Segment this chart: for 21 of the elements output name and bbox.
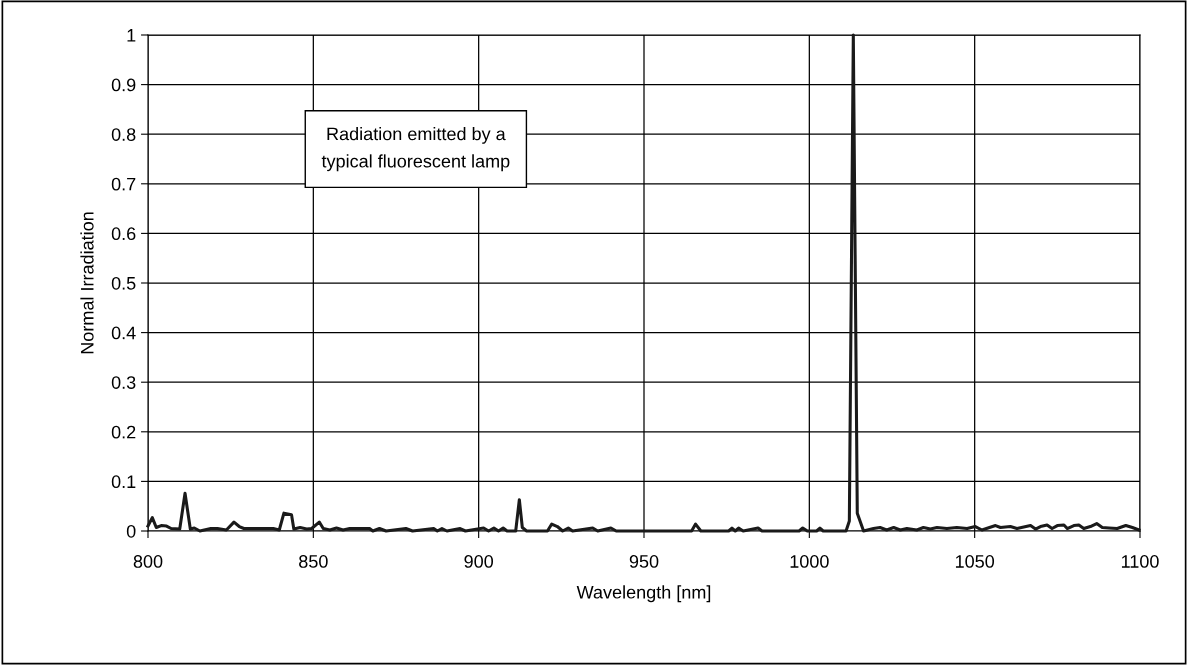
y-tick-label: 0.5 (111, 276, 136, 290)
x-tick-label: 800 (133, 555, 163, 568)
y-axis-title: Normal Irradiation (80, 212, 94, 354)
y-tick-label: 0.8 (111, 128, 136, 141)
x-tick-label: 850 (299, 555, 328, 568)
y-tick-label: 0.7 (111, 177, 136, 191)
x-tick-label: 900 (464, 555, 494, 568)
y-tick-label: 0.9 (111, 78, 136, 92)
x-tick-label: 1000 (790, 555, 829, 568)
y-tick-label: 1 (127, 29, 136, 42)
x-tick-label: 1100 (1121, 555, 1159, 568)
x-tick-label: 950 (629, 555, 659, 568)
y-tick-label: 0.2 (111, 425, 136, 439)
y-tick-label: 0.4 (111, 326, 136, 340)
x-axis-title: Wavelength [nm] (576, 585, 711, 603)
y-tick-label: 0.3 (111, 376, 136, 389)
x-tick-label: 1050 (955, 555, 995, 568)
y-tick-label: 0.6 (111, 227, 136, 241)
y-tick-label: 0 (126, 524, 136, 538)
annotation: Radiation emitted by a typical fluorescent lamp (321, 127, 510, 172)
y-tick-label: 0.1 (111, 475, 136, 489)
